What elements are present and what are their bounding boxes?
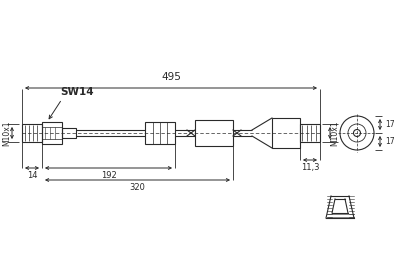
Text: 192: 192	[101, 171, 116, 180]
Text: 17: 17	[385, 120, 395, 129]
Text: 14: 14	[27, 171, 37, 180]
Text: 17: 17	[385, 137, 395, 146]
Bar	[62, 128, 76, 138]
Text: SW14: SW14	[60, 87, 94, 97]
Bar	[42, 122, 62, 144]
Text: 495: 495	[161, 72, 181, 82]
Text: 11,3: 11,3	[301, 163, 319, 172]
Bar	[145, 122, 175, 144]
Text: M10x1: M10x1	[2, 120, 12, 146]
Bar	[272, 118, 300, 148]
Text: 320: 320	[130, 183, 146, 192]
Bar	[300, 124, 320, 142]
Bar	[22, 124, 42, 142]
Bar	[195, 120, 233, 146]
Text: M10x1: M10x1	[330, 120, 340, 146]
